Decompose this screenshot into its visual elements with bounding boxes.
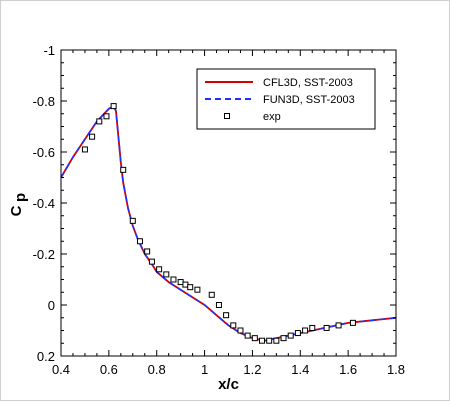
exp-data-point (187, 284, 194, 291)
legend-label: exp (263, 111, 281, 123)
exp-data-point (273, 337, 280, 344)
y-axis-title-subscript: p (12, 193, 29, 202)
exp-data-point (294, 330, 301, 337)
x-tick-label: 1.2 (243, 362, 261, 377)
exp-data-point (280, 335, 287, 342)
exp-data-point (110, 103, 117, 110)
exp-data-point (148, 258, 155, 265)
x-tick-label: 0.4 (52, 362, 70, 377)
y-tick-label: -1 (43, 43, 55, 58)
exp-data-point (349, 319, 356, 326)
exp-data-point (194, 286, 201, 293)
exp-data-point (251, 335, 258, 342)
y-tick-label: 0 (48, 298, 55, 313)
x-tick-label: 0.6 (100, 362, 118, 377)
exp-data-point (266, 337, 273, 344)
exp-data-point (323, 324, 330, 331)
exp-data-point (177, 279, 184, 286)
exp-data-point (302, 327, 309, 334)
axes: 0.4 0.6 0.8 1 1.2 1.4 1.6 1.8 -1 -0.8 -0.6 -0.4 -0.2… (33, 43, 405, 377)
exp-data-point (223, 312, 230, 319)
exp-data-point (120, 166, 127, 173)
exp-data-point (335, 322, 342, 329)
y-tick-label: -0.6 (33, 145, 55, 160)
fun3d-series-line (60, 104, 397, 342)
plot-area (60, 103, 397, 344)
x-tick-label: 1.4 (291, 362, 309, 377)
cfl3d-series-line (60, 104, 397, 342)
y-tick-label: -0.8 (33, 94, 55, 109)
exp-data-point (237, 327, 244, 334)
y-tick-label: -0.4 (33, 196, 55, 211)
exp-data-point (96, 118, 103, 125)
y-tick-label: 0.2 (37, 349, 55, 364)
exp-data-point (309, 324, 316, 331)
exp-data-point (163, 271, 170, 278)
x-tick-label: 1 (201, 362, 208, 377)
exp-data-point (81, 146, 88, 153)
exp-data-point (208, 291, 215, 298)
exp-data-point (136, 238, 143, 245)
legend: CFL3D, SST-2003 FUN3D, SST-2003 exp (196, 68, 376, 130)
exp-data-point (230, 322, 237, 329)
exp-data-point (144, 248, 151, 255)
x-axis-title: x/c (218, 376, 239, 393)
exp-data-point (215, 302, 222, 308)
exp-data-point (244, 332, 251, 339)
legend-label: FUN3D, SST-2003 (263, 94, 355, 106)
y-tick-label: -0.2 (33, 247, 55, 262)
legend-marker-exp (224, 113, 230, 119)
x-tick-label: 0.8 (148, 362, 166, 377)
x-tick-label: 1.8 (387, 362, 405, 377)
exp-data-point (129, 217, 136, 224)
exp-data-point (170, 276, 177, 283)
exp-data-point (89, 133, 96, 140)
y-axis-title-main: C (8, 205, 25, 216)
exp-data-point (182, 281, 189, 288)
exp-data-point (259, 337, 265, 344)
exp-data-point (156, 266, 163, 273)
x-tick-label: 1.6 (339, 362, 357, 377)
legend-label: CFL3D, SST-2003 (263, 77, 353, 89)
y-axis-title: C p (8, 193, 29, 217)
exp-data-point (287, 332, 294, 339)
exp-data-point (103, 113, 110, 120)
